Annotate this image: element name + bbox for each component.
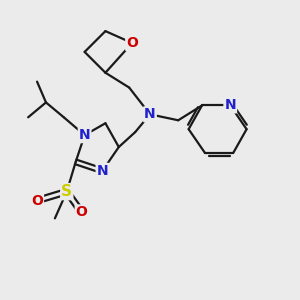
Text: O: O	[76, 206, 88, 219]
Text: N: N	[97, 164, 108, 178]
Text: O: O	[126, 36, 138, 50]
Text: S: S	[61, 184, 72, 199]
Text: O: O	[31, 194, 43, 208]
Text: N: N	[144, 107, 156, 121]
Text: N: N	[79, 128, 90, 142]
Text: N: N	[224, 98, 236, 112]
